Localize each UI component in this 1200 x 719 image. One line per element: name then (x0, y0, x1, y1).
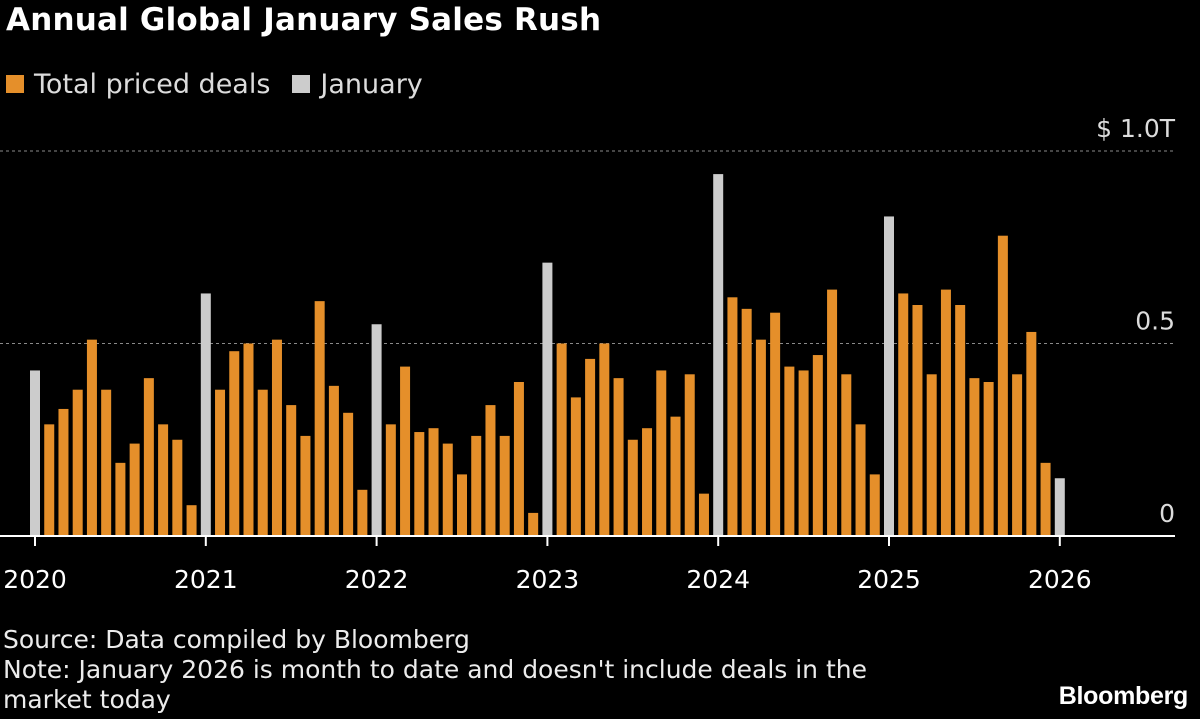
note-line-2: market today (3, 685, 171, 714)
bar-january-2020 (30, 370, 40, 536)
bar-month-2023-9 (656, 370, 667, 536)
bar-month-2021-3 (229, 351, 240, 536)
bar-month-2025-7 (969, 378, 980, 536)
bar-month-2020-8 (129, 443, 140, 536)
bar-month-2022-7 (457, 474, 467, 536)
bar-month-2020-10 (158, 424, 169, 536)
bar-month-2025-9 (997, 235, 1008, 536)
bar-month-2024-8 (812, 355, 823, 536)
x-tick-label: 2024 (686, 565, 750, 594)
bar-month-2024-7 (798, 370, 809, 536)
bar-month-2021-5 (257, 389, 268, 536)
legend-item-january: January (292, 68, 423, 100)
bar-month-2025-10 (1012, 374, 1023, 536)
bloomberg-logo: Bloomberg (1058, 682, 1189, 710)
bar-month-2023-4 (585, 358, 596, 536)
bar-month-2023-3 (570, 397, 581, 536)
bar-month-2025-5 (940, 289, 951, 536)
bar-month-2021-7 (286, 405, 297, 536)
bar-month-2022-12 (528, 512, 539, 536)
legend-swatch-orange (6, 75, 24, 93)
x-tick-label: 2020 (3, 565, 67, 594)
x-tick-label: 2022 (345, 565, 409, 594)
bar-month-2022-6 (442, 443, 453, 536)
bar-month-2025-4 (926, 374, 937, 536)
y-tick-label: 0 (1159, 499, 1175, 528)
bar-month-2022-2 (385, 424, 396, 536)
bar-month-2020-6 (101, 389, 112, 536)
bar-month-2024-5 (770, 312, 781, 536)
bar-month-2025-2 (898, 293, 909, 536)
bar-month-2025-6 (955, 305, 966, 536)
bar-month-2020-11 (172, 439, 183, 536)
bar-month-2021-10 (328, 385, 339, 536)
bar-january-2021 (200, 293, 211, 536)
bar-month-2023-7 (627, 439, 638, 536)
chart-title: Annual Global January Sales Rush (6, 2, 602, 38)
bar-month-2024-6 (784, 366, 795, 536)
bar-month-2021-11 (343, 412, 354, 536)
bar-chart: $ 1.0T 0.5 0 2020 2021 2022 2023 2024 2025 2026 (0, 114, 1176, 594)
bar-month-2022-10 (499, 435, 510, 536)
bar-january-2024 (713, 174, 724, 536)
bar-january-2022 (371, 324, 382, 536)
bar-month-2021-2 (215, 389, 226, 536)
y-tick-label: $ 1.0T (1096, 114, 1176, 143)
x-tick-label: 2026 (1028, 565, 1092, 594)
bar-month-2023-10 (670, 416, 681, 536)
bar-month-2022-11 (513, 382, 524, 536)
bar-month-2025-11 (1026, 331, 1037, 536)
bar-month-2025-3 (912, 305, 923, 536)
bar-month-2021-8 (300, 435, 311, 536)
bar-month-2025-12 (1040, 462, 1051, 536)
bar-month-2021-6 (271, 339, 282, 536)
bar-month-2024-9 (827, 289, 838, 536)
bar-month-2022-9 (485, 405, 496, 536)
bar-month-2023-12 (698, 493, 709, 536)
bar-month-2022-5 (428, 428, 439, 536)
legend-label-january: January (320, 68, 423, 100)
bar-month-2025-8 (983, 382, 994, 536)
legend-item-total-priced-deals: Total priced deals (6, 69, 270, 100)
bar-month-2023-8 (642, 428, 653, 536)
bar-month-2022-4 (414, 432, 425, 536)
bar-month-2024-10 (841, 374, 852, 536)
bar-month-2021-9 (314, 301, 325, 536)
x-tick-label: 2021 (174, 565, 238, 594)
bar-month-2024-2 (727, 297, 738, 536)
legend-swatch-gray (292, 75, 311, 93)
bar-month-2024-12 (869, 474, 880, 536)
bar-month-2023-5 (599, 343, 610, 536)
bar-month-2022-3 (400, 366, 411, 536)
x-tick-label: 2025 (857, 565, 921, 594)
bar-month-2024-4 (755, 339, 766, 536)
bar-month-2020-2 (44, 424, 55, 536)
bar-month-2024-11 (855, 424, 866, 536)
bar-month-2020-3 (58, 408, 69, 536)
bar-month-2021-4 (243, 343, 254, 536)
legend-label-total-priced-deals: Total priced deals (34, 68, 271, 100)
bar-month-2024-3 (741, 308, 752, 536)
bar-january-2023 (542, 262, 553, 536)
bar-month-2022-8 (471, 435, 482, 536)
bar-month-2021-12 (357, 489, 368, 536)
legend: Total priced deals January (6, 66, 445, 102)
bar-january-2025 (884, 216, 894, 536)
note-line-1: Note: January 2026 is month to date and … (3, 655, 868, 684)
bar-month-2020-5 (86, 339, 97, 536)
bar-month-2023-6 (613, 378, 624, 536)
bar-month-2023-11 (684, 374, 695, 536)
source-note: Source: Data compiled by Bloomberg (3, 625, 470, 654)
bar-month-2020-7 (115, 462, 126, 536)
bar-month-2020-12 (186, 505, 197, 536)
bar-month-2023-2 (556, 343, 567, 536)
bar-month-2020-9 (143, 378, 154, 536)
chart-footer: Source: Data compiled by Bloomberg Note:… (3, 625, 1003, 715)
y-tick-label: 0.5 (1135, 307, 1175, 336)
bar-january-2026 (1054, 478, 1065, 536)
bar-month-2020-4 (72, 389, 83, 536)
x-tick-label: 2023 (516, 565, 580, 594)
